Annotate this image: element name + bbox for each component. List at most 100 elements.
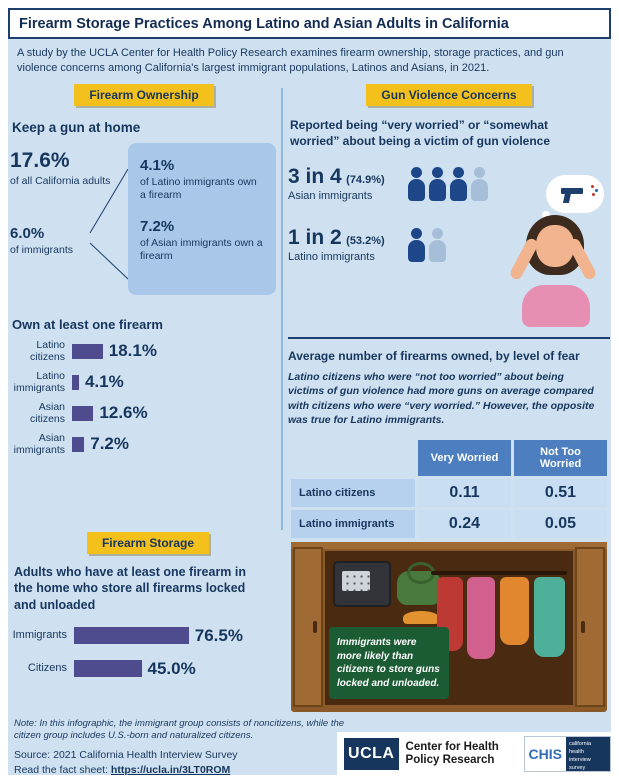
- chart-row: Citizens 45.0%: [8, 659, 288, 679]
- bar-label: Latino citizens: [29, 339, 65, 364]
- own-firearm-heading: Own at least one firearm: [12, 317, 163, 332]
- storage-heading: Adults who have at least one firearm in …: [14, 565, 247, 612]
- page-subtitle: A study by the UCLA Center for Health Po…: [17, 47, 564, 74]
- chis-logo: CHIS california health interview survey: [523, 736, 611, 772]
- group-text: 3 in 4 (74.9%) Asian immigrants: [288, 165, 408, 202]
- bar-value: 18.1%: [108, 341, 157, 361]
- person-icon: [450, 166, 467, 201]
- concerns-heading: Reported being “very worried” or “somewh…: [290, 118, 551, 148]
- keep-gun-stats: 17.6% of all California adults 6.0% of i…: [8, 143, 280, 301]
- storage-callout-text: Immigrants were more likely than citizen…: [337, 637, 440, 689]
- fact-sheet-label: Read the fact sheet:: [14, 763, 111, 776]
- stat-value: 6.0%: [10, 225, 45, 242]
- person-icon: [408, 227, 425, 262]
- avg-firearms-heading: Average number of firearms owned, by lev…: [288, 337, 610, 363]
- storage-callout: Immigrants were more likely than citizen…: [329, 627, 449, 699]
- stat-ca-adults: 17.6% of all California adults: [10, 149, 122, 188]
- pictogram-area: 3 in 4 (74.9%) Asian immigrants 1 in 2 (…: [288, 165, 610, 333]
- footer: Note: In this infographic, the immigrant…: [8, 718, 611, 776]
- pictogram-group-asian-immigrants: 3 in 4 (74.9%) Asian immigrants: [288, 165, 610, 202]
- ownership-section: Firearm Ownership Keep a gun at home 17.…: [8, 84, 280, 532]
- closet-illustration: Immigrants were more likely than citizen…: [291, 542, 607, 712]
- chis-logo-subtext: california health interview survey: [566, 737, 610, 771]
- person-icons: [408, 227, 446, 262]
- ratio-percent: (74.9%): [346, 174, 385, 187]
- table-value: 0.05: [514, 509, 607, 538]
- closet-door-left: [293, 547, 323, 707]
- bar: [74, 660, 142, 678]
- immigrant-breakdown-box: 4.1% of Latino immigrants own a firearm …: [128, 143, 276, 295]
- table-row-label: Latino immigrants: [291, 509, 415, 538]
- stat-latino-immigrants: 4.1% of Latino immigrants own a firearm: [140, 157, 264, 202]
- safe-keypad: [342, 571, 370, 591]
- bar-value: 45.0%: [147, 658, 196, 678]
- chart-row: Latino immigrants 4.1%: [8, 370, 280, 394]
- source-line: Source: 2021 California Health Interview…: [14, 748, 238, 761]
- pictogram-group-latino-immigrants: 1 in 2 (53.2%) Latino immigrants: [288, 226, 610, 263]
- storage-badge: Firearm Storage: [86, 532, 210, 554]
- bar: [72, 343, 103, 359]
- stat-label: of Latino immigrants own a firearm: [140, 176, 257, 202]
- group-label: Asian immigrants: [288, 190, 373, 203]
- stat-asian-immigrants: 7.2% of Asian immigrants own a firearm: [140, 218, 264, 263]
- closet-door-right: [575, 547, 605, 707]
- storage-section: Firearm Storage Adults who have at least…: [8, 532, 611, 716]
- connector-lines: [89, 168, 129, 280]
- table-value: 0.24: [418, 509, 511, 538]
- person-icon: [429, 227, 446, 262]
- table-row-label: Latino citizens: [291, 478, 415, 507]
- stat-value: 17.6%: [10, 149, 70, 172]
- bar-label: Citizens: [27, 662, 67, 675]
- chis-logo-text: CHIS: [528, 746, 562, 762]
- garment-orange: [500, 577, 529, 645]
- closet-frame: [291, 542, 607, 549]
- ratio-line: 1 in 2 (53.2%): [288, 226, 408, 250]
- table-header-row: Very Worried Not Too Worried: [291, 439, 607, 476]
- thought-bubble: [546, 175, 604, 214]
- person-icon: [429, 166, 446, 201]
- ownership-badge: Firearm Ownership: [74, 84, 214, 106]
- bar-label: Immigrants: [12, 629, 67, 642]
- stat-immigrants: 6.0% of immigrants: [10, 225, 122, 257]
- ucla-logo: UCLA: [344, 738, 399, 770]
- stat-label: of immigrants: [10, 244, 74, 256]
- ratio-line: 3 in 4 (74.9%): [288, 165, 408, 189]
- table-value: 0.51: [514, 478, 607, 507]
- chart-row: Asian citizens 12.6%: [8, 401, 280, 425]
- bar-value: 7.2%: [90, 434, 129, 454]
- chart-row: Latino citizens 18.1%: [8, 339, 280, 363]
- person-icon: [471, 166, 488, 201]
- bar-value: 4.1%: [84, 372, 124, 392]
- bar: [72, 405, 94, 421]
- fact-sheet-link[interactable]: https://ucla.in/3LT0ROM: [110, 763, 231, 776]
- bar-label: Asian immigrants: [13, 432, 65, 457]
- bar: [72, 374, 79, 390]
- chart-row: Immigrants 76.5%: [8, 626, 288, 646]
- group-text: 1 in 2 (53.2%) Latino immigrants: [288, 226, 408, 263]
- closet-rod: [431, 571, 567, 575]
- bar-label: Asian citizens: [29, 401, 65, 426]
- page-title-text: Firearm Storage Practices Among Latino a…: [19, 15, 509, 32]
- table-empty-cell: [291, 440, 415, 476]
- logo-area: UCLA Center for Health Policy Research C…: [337, 732, 611, 776]
- keep-gun-heading: Keep a gun at home: [12, 120, 141, 135]
- table-value: 0.11: [418, 478, 511, 507]
- avg-firearms-note: Latino citizens who were “not too worrie…: [288, 371, 595, 426]
- bar: [72, 436, 85, 452]
- footnote: Note: In this infographic, the immigrant…: [14, 718, 345, 742]
- group-label: Latino immigrants: [288, 251, 375, 264]
- ratio-percent: (53.2%): [346, 235, 385, 248]
- table-col-header: Not Too Worried: [514, 439, 607, 476]
- ratio-value: 1 in 2: [288, 226, 342, 250]
- person-icon: [408, 166, 425, 201]
- bag-icon: [397, 562, 441, 605]
- gunfire-spark: [591, 185, 594, 189]
- storage-chart: Immigrants 76.5% Citizens 45.0%: [8, 626, 288, 679]
- garment-pink: [467, 577, 495, 659]
- stat-label: of all California adults: [10, 175, 111, 187]
- stat-value: 7.2%: [140, 218, 175, 236]
- worried-woman-illustration: [502, 175, 610, 328]
- hat-icon: [403, 611, 439, 624]
- closet-interior: Immigrants were more likely than citizen…: [325, 551, 573, 705]
